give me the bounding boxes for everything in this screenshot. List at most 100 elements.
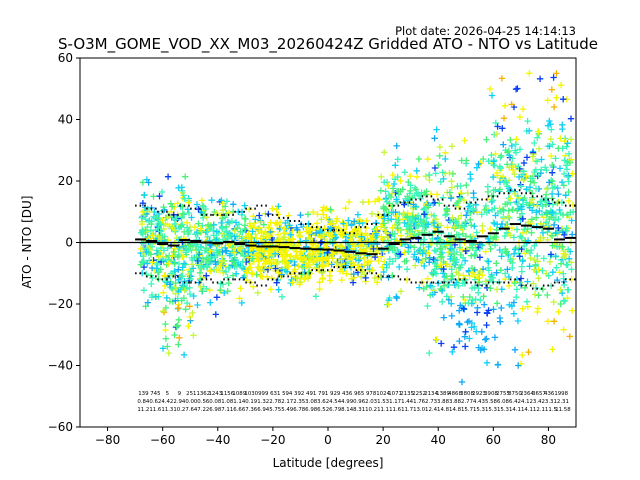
scatter-point (181, 195, 188, 202)
scatter-point (144, 260, 151, 267)
bin-stat-text: 2.35 (293, 399, 305, 405)
scatter-point (562, 192, 569, 199)
scatter-point (328, 261, 335, 268)
scatter-point (205, 257, 213, 265)
bin-stat-text: 6.52 (317, 407, 329, 413)
scatter-point (507, 256, 514, 263)
scatter-point (194, 301, 201, 309)
scatter-point (179, 203, 186, 211)
scatter-point (407, 230, 414, 238)
scatter-point (493, 130, 501, 138)
scatter-point (284, 259, 291, 267)
scatter-point (208, 197, 215, 204)
scatter-point (504, 149, 511, 156)
scatter-point (160, 247, 168, 254)
scatter-point (539, 286, 547, 293)
scatter-point (363, 217, 370, 225)
scatter-point (508, 303, 516, 310)
scatter-point (159, 256, 166, 264)
scatter-point (412, 222, 419, 230)
bin-stat-text: 4361 (544, 391, 558, 397)
scatter-point (378, 173, 385, 181)
scatter-point (475, 289, 482, 296)
scatter-point (187, 268, 194, 275)
chart-title: S-O3M_GOME_VOD_XX_M03_20260424Z Gridded … (58, 35, 598, 54)
bin-stat-text: 7.22 (197, 407, 209, 413)
scatter-point (453, 256, 460, 263)
scatter-point (461, 333, 468, 340)
scatter-point (424, 302, 431, 310)
scatter-point (569, 208, 576, 216)
scatter-point (539, 202, 546, 210)
scatter-point (550, 298, 557, 306)
bin-stat-text: 0.00 (185, 399, 198, 405)
scatter-point (523, 173, 530, 180)
bin-stat-text: 1089 (232, 391, 246, 397)
scatter-point (560, 247, 567, 255)
scatter-point (461, 280, 469, 287)
scatter-point (350, 270, 357, 278)
scatter-point (171, 331, 178, 339)
scatter-point (394, 225, 401, 232)
scatter-point (550, 318, 558, 325)
scatter-point (357, 273, 365, 280)
scatter-point (323, 214, 330, 221)
scatter-point (547, 251, 555, 258)
bin-stat-text: 436 (342, 391, 353, 397)
scatter-point (502, 275, 509, 283)
scatter-point (509, 155, 516, 162)
scatter-point (512, 141, 519, 148)
scatter-point (565, 286, 572, 294)
scatter-point (165, 260, 172, 267)
scatter-point (523, 199, 530, 206)
scatter-point (498, 152, 505, 159)
scatter-point (180, 260, 188, 267)
bin-stat-text: 10.2 (173, 407, 185, 413)
scatter-point (397, 188, 404, 195)
scatter-point (489, 235, 497, 242)
scatter-point (565, 178, 572, 185)
scatter-point (138, 214, 145, 221)
scatter-point (521, 194, 528, 202)
scatter-point (422, 173, 430, 180)
scatter-point (442, 212, 449, 219)
scatter-point (286, 222, 293, 229)
scatter-point (448, 143, 456, 150)
scatter-point (549, 209, 556, 217)
scatter-point (567, 115, 575, 122)
scatter-point (190, 292, 197, 300)
scatter-point (546, 258, 554, 266)
scatter-point (449, 257, 457, 264)
scatter-point (304, 211, 312, 218)
x-tick-label: −20 (260, 433, 285, 447)
scatter-point (393, 142, 400, 150)
scatter-point (137, 261, 144, 268)
scatter-point (436, 152, 443, 159)
plot-area: 139 0.84 11.2 745 0.62 11.6 5 4.42 11.3 9 2.94 10.2… (48, 51, 577, 447)
scatter-point (187, 242, 194, 250)
scatter-point (254, 289, 261, 296)
bin-stat-text: 9 (178, 391, 182, 397)
bin-stat-text: 4868 (448, 391, 462, 397)
scatter-point (432, 248, 440, 255)
scatter-point (498, 75, 506, 82)
scatter-point (560, 96, 567, 103)
scatter-point (531, 291, 539, 298)
scatter-point (290, 256, 297, 263)
scatter-point (278, 293, 286, 300)
scatter-point (471, 223, 478, 230)
scatter-point (470, 189, 477, 197)
scatter-point (487, 285, 494, 292)
scatter-point (504, 183, 511, 190)
scatter-point (215, 266, 223, 274)
scatter-point (219, 207, 227, 214)
scatter-point (218, 258, 226, 265)
bin-stat-text: 251 (186, 391, 196, 397)
bin-stat-text: 11.6 (149, 407, 162, 413)
bin-stat-text: 2.77 (461, 399, 473, 405)
scatter-point (490, 158, 498, 165)
scatter-point (557, 286, 564, 293)
scatter-point (406, 226, 414, 233)
scatter-point (465, 299, 472, 307)
scatter-point (383, 229, 390, 237)
